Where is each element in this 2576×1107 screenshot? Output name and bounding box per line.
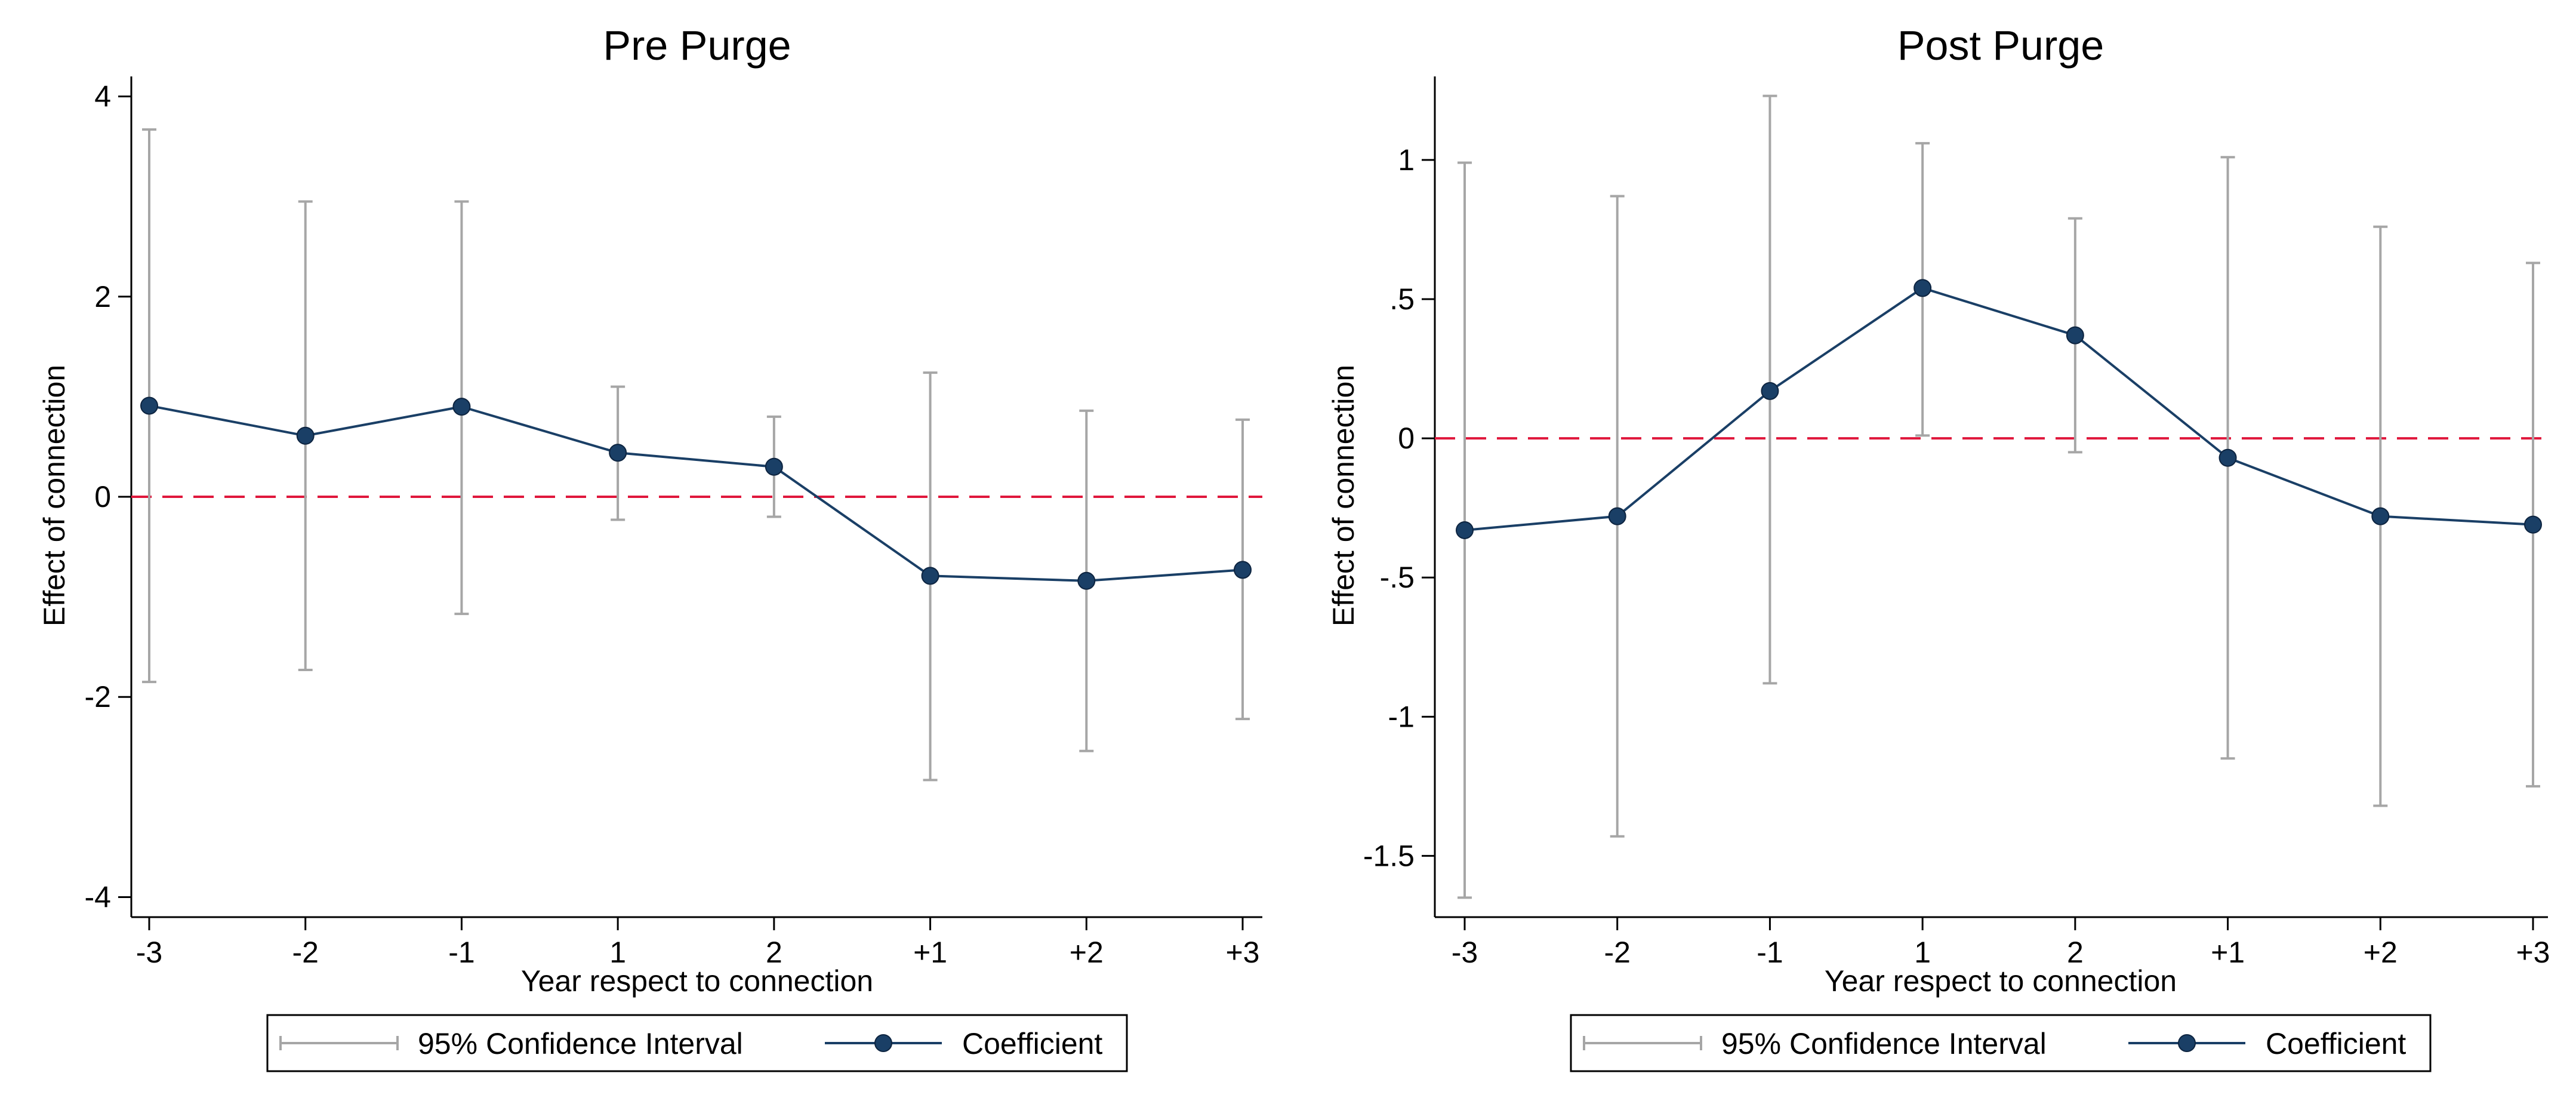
legend-box xyxy=(1570,1014,2432,1072)
x-tick-label: +2 xyxy=(1070,936,1104,969)
plot-area: 1 .5 0 -.5 -1 -1.5 -3 -2 -1 1 2 +1 +2 +3 xyxy=(1363,76,2550,969)
x-tick-label: 2 xyxy=(766,936,782,969)
y-tick-label: -1 xyxy=(1388,700,1415,733)
y-tick-label: 2 xyxy=(94,280,111,313)
panel-post-purge: Post Purge Year respect to connection Ef… xyxy=(1327,22,2550,1072)
x-tick-label: +1 xyxy=(913,936,947,969)
legend-ci-label: 95% Confidence Interval xyxy=(418,1027,743,1060)
coefficient-line xyxy=(1464,287,2534,531)
legend-coef-label: Coefficient xyxy=(2266,1027,2406,1060)
coefficient-point xyxy=(2524,515,2542,534)
x-axis-label: Year respect to connection xyxy=(521,964,873,998)
x-tick-label: +1 xyxy=(2211,936,2245,969)
coefficient-point xyxy=(1077,571,1096,590)
x-tick-label: -1 xyxy=(1757,936,1783,969)
x-tick-label: 2 xyxy=(2067,936,2084,969)
y-tick-label: .5 xyxy=(1389,282,1415,316)
x-tick-label: -3 xyxy=(136,936,162,969)
coefficient-point xyxy=(2218,448,2237,467)
x-tick-label: +2 xyxy=(2364,936,2398,969)
y-tick-label: 0 xyxy=(94,480,111,513)
y-tick-label: 4 xyxy=(94,80,111,113)
legend-ci-label: 95% Confidence Interval xyxy=(1721,1027,2047,1060)
coefficient-point xyxy=(1913,279,1932,297)
coefficient-point xyxy=(140,396,158,415)
coefficient-line xyxy=(149,404,1243,582)
legend: 95% Confidence Interval Coefficient xyxy=(1570,1014,2432,1072)
y-tick-label: -.5 xyxy=(1380,561,1415,594)
x-tick-label: 1 xyxy=(609,936,626,969)
panel-title: Post Purge xyxy=(1897,22,2104,69)
legend-coef-label: Coefficient xyxy=(962,1027,1102,1060)
coefficient-point xyxy=(1761,382,1779,400)
x-tick-label: 1 xyxy=(1914,936,1931,969)
coefficient-point xyxy=(452,398,471,416)
coefficient-point xyxy=(296,426,315,445)
y-tick-label: -2 xyxy=(85,680,111,714)
legend-box xyxy=(266,1014,1128,1072)
coefficient-point xyxy=(921,567,939,585)
y-tick-label: 1 xyxy=(1398,143,1415,177)
legend: 95% Confidence Interval Coefficient xyxy=(266,1014,1128,1072)
y-tick-label: -4 xyxy=(85,880,111,914)
y-axis-label: Effect of connection xyxy=(1327,365,1360,626)
coefficient-point xyxy=(1234,561,1252,579)
x-axis-label: Year respect to connection xyxy=(1825,964,2177,998)
coefficient-point xyxy=(2066,326,2084,345)
x-tick-label: +3 xyxy=(2516,936,2550,969)
x-tick-label: +3 xyxy=(1225,936,1259,969)
x-tick-label: -2 xyxy=(292,936,318,969)
panel-pre-purge: Pre Purge Year respect to connection Eff… xyxy=(38,22,1262,1072)
panel-title: Pre Purge xyxy=(603,22,791,69)
y-tick-label: 0 xyxy=(1398,422,1415,455)
x-tick-label: -1 xyxy=(448,936,474,969)
y-tick-label: -1.5 xyxy=(1363,839,1415,872)
coefficient-point xyxy=(1456,521,1474,539)
plot-area: 4 2 0 -2 -4 -3 -2 -1 1 2 +1 +2 +3 xyxy=(85,76,1262,969)
coefficient-point xyxy=(609,444,627,462)
x-tick-label: -3 xyxy=(1452,936,1478,969)
coefficient-point xyxy=(2371,507,2390,525)
legend-coef-marker xyxy=(2178,1034,2196,1052)
x-tick-label: -2 xyxy=(1604,936,1630,969)
legend-coef-marker xyxy=(874,1034,892,1052)
coefficient-point xyxy=(1608,507,1626,525)
y-axis-label: Effect of connection xyxy=(38,365,71,626)
coefficient-point xyxy=(765,457,783,476)
